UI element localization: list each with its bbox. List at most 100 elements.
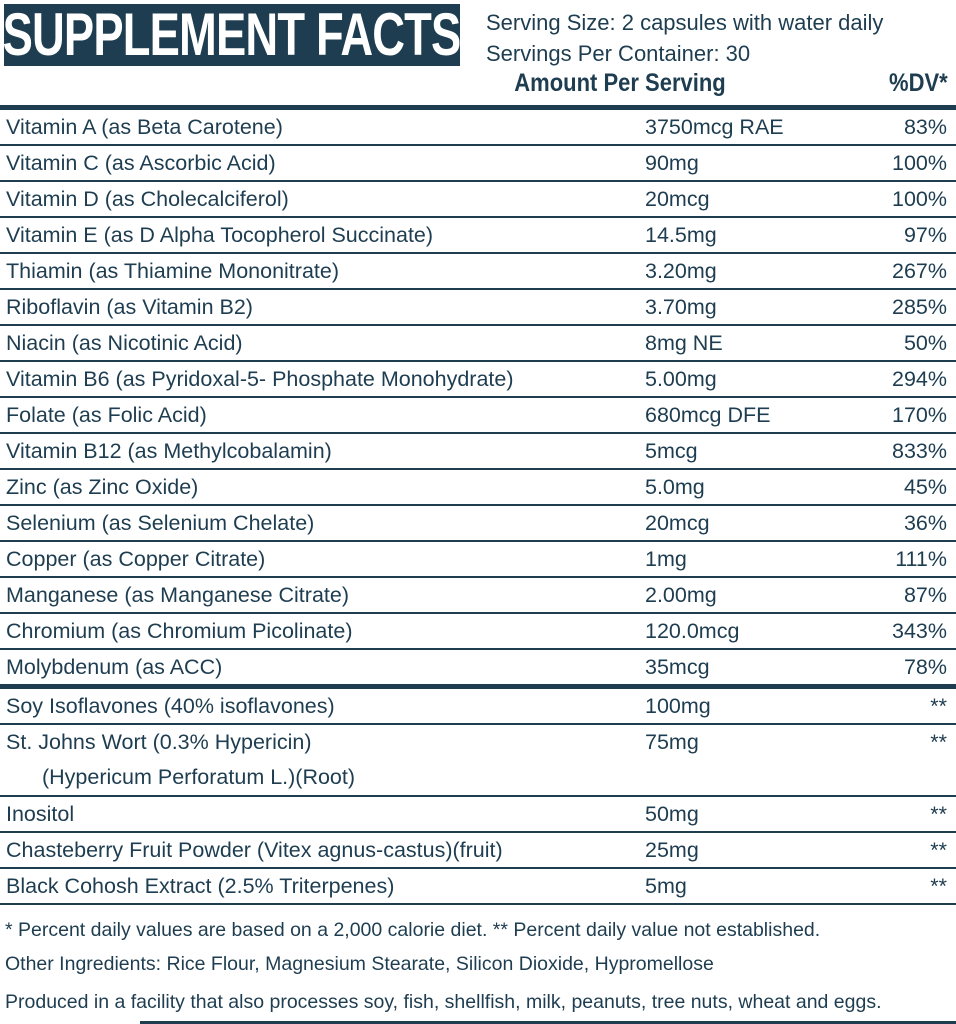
nutrient-name-cell: Black Cohosh Extract (2.5% Triterpenes) xyxy=(0,869,645,903)
nutrient-amount: 50mg xyxy=(645,802,699,826)
nutrient-row: Vitamin E (as D Alpha Tocopherol Succina… xyxy=(0,218,956,254)
nutrient-dv: ** xyxy=(930,694,947,718)
footnotes: * Percent daily values are based on a 2,… xyxy=(0,905,956,1014)
nutrient-row: Zinc (as Zinc Oxide) 5.0mg 45% xyxy=(0,470,956,506)
nutrient-table: Vitamin A (as Beta Carotene) 3750mcg RAE… xyxy=(0,110,956,905)
column-header-amount: Amount Per Serving xyxy=(514,69,726,97)
nutrient-name: Soy Isoflavones (40% isoflavones) xyxy=(6,694,335,718)
bottom-divider xyxy=(140,1021,956,1024)
nutrient-row: Black Cohosh Extract (2.5% Triterpenes) … xyxy=(0,869,956,905)
nutrient-row: Vitamin A (as Beta Carotene) 3750mcg RAE… xyxy=(0,110,956,146)
nutrient-row: Manganese (as Manganese Citrate) 2.00mg … xyxy=(0,578,956,614)
nutrient-amount: 20mcg xyxy=(645,187,710,211)
footnote-allergen-statement: Produced in a facility that also process… xyxy=(5,991,882,1013)
nutrient-dv: 343% xyxy=(892,619,947,643)
servings-per-container-text: Servings Per Container: 30 xyxy=(486,41,751,66)
nutrient-row: Chromium (as Chromium Picolinate) 120.0m… xyxy=(0,614,956,650)
column-header-row: Amount Per Serving %DV* xyxy=(0,69,956,110)
nutrient-dv: 45% xyxy=(903,475,947,499)
nutrient-row: St. Johns Wort (0.3% Hypericin) (Hyperic… xyxy=(0,725,956,797)
nutrient-row: Thiamin (as Thiamine Mononitrate) 3.20mg… xyxy=(0,254,956,290)
nutrient-amount: 120.0mcg xyxy=(645,619,740,643)
nutrient-dv: 83% xyxy=(903,115,947,139)
nutrient-name: Vitamin D (as Cholecalciferol) xyxy=(6,187,289,211)
nutrient-row: Riboflavin (as Vitamin B2) 3.70mg 285% xyxy=(0,290,956,326)
nutrient-amount: 5.0mg xyxy=(645,475,705,499)
nutrient-dv: 111% xyxy=(895,547,947,571)
nutrient-amount: 3.70mg xyxy=(645,295,717,319)
nutrient-row: Vitamin B12 (as Methylcobalamin) 5mcg 83… xyxy=(0,434,956,470)
footnote-other-ingredients: Other Ingredients: Rice Flour, Magnesium… xyxy=(5,953,714,975)
nutrient-dv: 50% xyxy=(903,331,947,355)
nutrient-row: Niacin (as Nicotinic Acid) 8mg NE 50% xyxy=(0,326,956,362)
nutrient-amount: 75mg xyxy=(645,730,699,754)
nutrient-name: Vitamin A (as Beta Carotene) xyxy=(6,115,283,139)
nutrient-name-cell: Vitamin A (as Beta Carotene) xyxy=(0,110,645,144)
nutrient-name: Black Cohosh Extract (2.5% Triterpenes) xyxy=(6,874,395,898)
nutrient-dv: 294% xyxy=(892,367,947,391)
nutrient-name-cell: Thiamin (as Thiamine Mononitrate) xyxy=(0,254,645,288)
nutrient-dv: 833% xyxy=(892,439,947,463)
nutrient-dv: 36% xyxy=(903,511,947,535)
nutrient-name-continuation: (Hypericum Perforatum L.)(Root) xyxy=(42,765,356,789)
nutrient-name-cell: Vitamin B6 (as Pyridoxal-5- Phosphate Mo… xyxy=(0,362,645,396)
nutrient-amount: 3750mcg RAE xyxy=(645,115,784,139)
nutrient-row: Inositol 50mg ** xyxy=(0,797,956,833)
nutrient-dv: 170% xyxy=(892,403,947,427)
nutrient-name-cell: Chasteberry Fruit Powder (Vitex agnus-ca… xyxy=(0,833,645,867)
nutrient-name-cell: Manganese (as Manganese Citrate) xyxy=(0,578,645,612)
nutrient-dv: ** xyxy=(930,802,947,826)
nutrient-dv: ** xyxy=(930,838,947,862)
nutrient-name-cell: Soy Isoflavones (40% isoflavones) xyxy=(0,689,645,723)
nutrient-dv: 285% xyxy=(892,295,947,319)
nutrient-name: Thiamin (as Thiamine Mononitrate) xyxy=(6,259,339,283)
nutrient-amount: 5.00mg xyxy=(645,367,717,391)
nutrient-name: St. Johns Wort (0.3% Hypericin) xyxy=(6,730,312,754)
nutrient-amount: 35mcg xyxy=(645,655,710,679)
nutrient-name-cell: Vitamin B12 (as Methylcobalamin) xyxy=(0,434,645,468)
serving-size-text: Serving Size: 2 capsules with water dail… xyxy=(486,10,884,35)
nutrient-name: Copper (as Copper Citrate) xyxy=(6,547,266,571)
nutrient-amount: 680mcg DFE xyxy=(645,403,771,427)
nutrient-name: Chromium (as Chromium Picolinate) xyxy=(6,619,353,643)
nutrient-row: Selenium (as Selenium Chelate) 20mcg 36% xyxy=(0,506,956,542)
nutrient-row: Vitamin C (as Ascorbic Acid) 90mg 100% xyxy=(0,146,956,182)
page-title: SUPPLEMENT FACTS xyxy=(3,1,462,69)
nutrient-amount: 5mcg xyxy=(645,439,698,463)
nutrient-dv: 78% xyxy=(903,655,947,679)
nutrient-name: Vitamin C (as Ascorbic Acid) xyxy=(6,151,276,175)
nutrient-row: Vitamin B6 (as Pyridoxal-5- Phosphate Mo… xyxy=(0,362,956,398)
nutrient-dv: 267% xyxy=(892,259,947,283)
nutrient-dv: 100% xyxy=(892,151,947,175)
nutrient-name: Folate (as Folic Acid) xyxy=(6,403,207,427)
title-banner: SUPPLEMENT FACTS xyxy=(3,1,462,68)
nutrient-amount: 25mg xyxy=(645,838,699,862)
nutrient-amount: 90mg xyxy=(645,151,699,175)
nutrient-name-cell: Riboflavin (as Vitamin B2) xyxy=(0,290,645,324)
nutrient-name-cell: Folate (as Folic Acid) xyxy=(0,398,645,432)
nutrient-dv: ** xyxy=(930,730,947,754)
nutrient-name-cell: Vitamin E (as D Alpha Tocopherol Succina… xyxy=(0,218,645,252)
nutrient-name-cell: Molybdenum (as ACC) xyxy=(0,650,645,684)
column-header-dv: %DV* xyxy=(889,69,948,97)
nutrient-dv: ** xyxy=(930,874,947,898)
nutrient-name-cell: Copper (as Copper Citrate) xyxy=(0,542,645,576)
nutrient-amount: 8mg NE xyxy=(645,331,723,355)
nutrient-name: Selenium (as Selenium Chelate) xyxy=(6,511,315,535)
nutrient-name: Inositol xyxy=(6,802,75,826)
nutrient-name: Riboflavin (as Vitamin B2) xyxy=(6,295,253,319)
nutrient-row: Chasteberry Fruit Powder (Vitex agnus-ca… xyxy=(0,833,956,869)
nutrient-dv: 87% xyxy=(903,583,947,607)
nutrient-amount: 1mg xyxy=(645,547,687,571)
nutrient-row: Molybdenum (as ACC) 35mcg 78% xyxy=(0,650,956,689)
footnote-daily-value: * Percent daily values are based on a 2,… xyxy=(5,919,821,941)
nutrient-name-cell: Niacin (as Nicotinic Acid) xyxy=(0,326,645,360)
nutrient-name-cell: Vitamin C (as Ascorbic Acid) xyxy=(0,146,645,180)
nutrient-row: Vitamin D (as Cholecalciferol) 20mcg 100… xyxy=(0,182,956,218)
nutrient-name: Vitamin B6 (as Pyridoxal-5- Phosphate Mo… xyxy=(6,367,514,391)
nutrient-amount: 5mg xyxy=(645,874,687,898)
nutrient-name-cell: Chromium (as Chromium Picolinate) xyxy=(0,614,645,648)
nutrient-name-cell: Vitamin D (as Cholecalciferol) xyxy=(0,182,645,216)
nutrient-name: Zinc (as Zinc Oxide) xyxy=(6,475,199,499)
